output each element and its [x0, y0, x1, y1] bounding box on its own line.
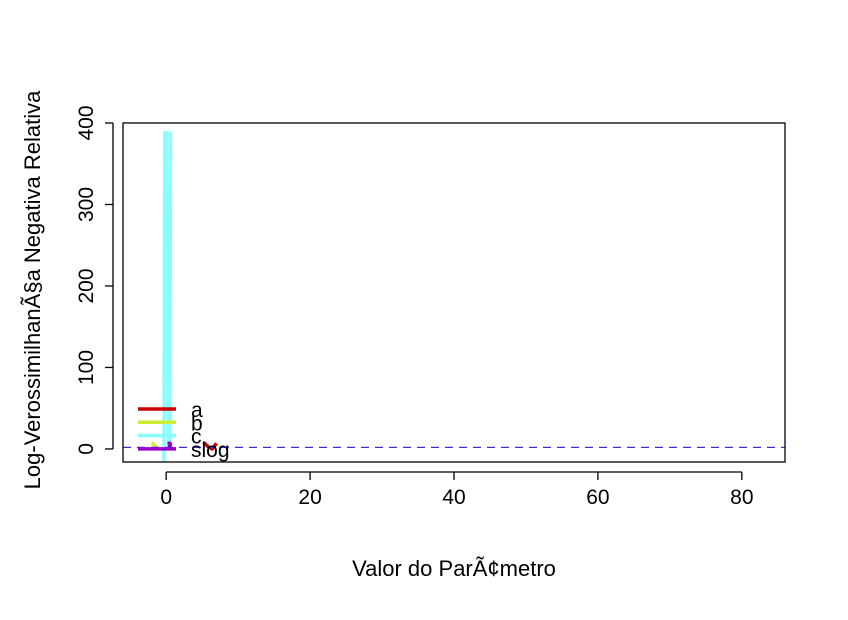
x-axis-label: Valor do ParÃ¢metro	[352, 556, 556, 581]
y-tick-label: 100	[75, 350, 98, 385]
legend-label-b: b	[191, 412, 203, 435]
legend-label-c: c	[191, 426, 202, 449]
legend-label-slog: slog	[191, 439, 230, 462]
y-tick-label: 300	[75, 187, 98, 222]
x-tick-label: 0	[160, 486, 172, 509]
plot-frame	[122, 122, 786, 463]
x-tick-label: 40	[442, 486, 465, 509]
series-line-c	[162, 131, 173, 462]
y-axis-label: Log-VerossimilhanÃ§a Negativa Relativa	[20, 90, 45, 489]
legend-label-a: a	[191, 399, 203, 422]
x-tick-label: 20	[298, 486, 321, 509]
y-tick-label: 200	[75, 268, 98, 303]
x-tick-label: 60	[586, 486, 609, 509]
y-tick-label: 400	[75, 105, 98, 140]
y-tick-label: 0	[75, 443, 98, 455]
x-tick-label: 80	[730, 486, 753, 509]
